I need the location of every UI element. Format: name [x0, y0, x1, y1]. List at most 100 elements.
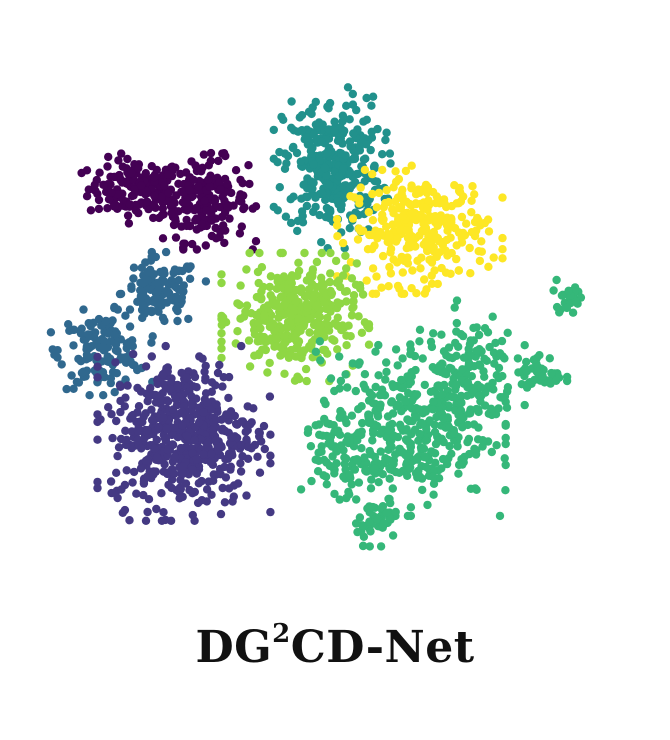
scatter-point-s5-c0 [207, 456, 217, 466]
scatter-point-s4-c0 [282, 324, 292, 333]
scatter-point-s3-c0 [408, 208, 418, 217]
scatter-point-s3-c0 [348, 214, 358, 223]
scatter-point-s4-c0 [307, 338, 317, 347]
scatter-point-s5-c0 [107, 410, 116, 419]
scatter-point-s6-c4 [384, 494, 393, 504]
scatter-point-s5-c0 [121, 426, 130, 435]
scatter-point-s6-c0 [326, 374, 336, 383]
scatter-point-s2-c0 [281, 212, 291, 221]
scatter-point-s6-c1 [464, 358, 474, 368]
scatter-point-s2-c0 [325, 205, 335, 215]
scatter-point-s0-c1 [187, 157, 196, 166]
scatter-point-s6-c0 [413, 455, 422, 464]
scatter-point-s5-c0 [188, 465, 197, 474]
scatter-point-s4-c0 [294, 266, 304, 276]
scatter-point-s6-c1 [454, 342, 463, 351]
scatter-point-s6-c1 [459, 353, 469, 362]
scatter-point-s5-c0 [93, 435, 102, 444]
scatter-point-s5-c0 [220, 426, 230, 436]
scatter-point-s6-c1 [462, 391, 472, 400]
scatter-point-s6-c1 [440, 369, 449, 378]
scatter-point-s6-c2 [562, 372, 572, 382]
scatter-point-s0-c0 [94, 195, 104, 205]
scatter-point-s1-c1 [106, 337, 115, 346]
scatter-point-s4-c0 [275, 303, 284, 312]
scatter-point-s4-c0 [314, 311, 323, 320]
scatter-point-s6-c5 [368, 502, 378, 512]
scatter-point-s5-c0 [143, 426, 152, 435]
scatter-point-s0-c1 [172, 191, 181, 200]
scatter-point-s5-c0 [93, 477, 102, 487]
scatter-point-s6-c0 [439, 437, 448, 447]
scatter-point-s3-c0 [411, 199, 421, 209]
scatter-point-s3-c0 [397, 189, 406, 198]
scatter-point-s2-c0 [348, 89, 357, 99]
scatter-point-s0-c0 [118, 178, 127, 187]
scatter-point-s5-c0 [216, 470, 225, 479]
scatter-point-s5-c0 [173, 433, 183, 442]
scatter-point-s4-c0 [255, 248, 264, 258]
scatter-point-s3-c0 [450, 224, 460, 233]
scatter-point-s0-c1 [212, 234, 221, 243]
scatter-point-s6-c5 [365, 542, 374, 551]
scatter-point-s6-c0 [438, 454, 448, 464]
scatter-point-s3-c0 [430, 266, 439, 275]
scatter-point-s0-c1 [192, 166, 202, 176]
scatter-point-s6-c5 [353, 527, 362, 537]
scatter-point-s2-c0 [321, 171, 331, 180]
scatter-point-s0-c1 [150, 191, 159, 200]
scatter-point-s1-c1 [79, 305, 88, 314]
scatter-point-s6-c0 [460, 452, 469, 462]
scatter-point-s3-c0 [332, 215, 342, 224]
scatter-point-s4-c0 [302, 376, 311, 386]
scatter-point-s3-c0 [498, 245, 507, 254]
scatter-point-s0-c0 [123, 154, 132, 164]
scatter-point-s5-c0 [187, 392, 196, 401]
scatter-point-s6-c0 [388, 409, 398, 418]
scatter-point-s5-c0 [111, 358, 120, 367]
scatter-point-s2-c0 [269, 125, 278, 135]
scatter-point-s6-c0 [419, 444, 429, 453]
scatter-point-s5-c0 [188, 510, 197, 520]
scatter-point-s6-c1 [497, 336, 507, 346]
scatter-point-s6-c1 [433, 366, 442, 376]
scatter-point-s2-c0 [297, 111, 307, 120]
scatter-point-s2-c0 [309, 160, 318, 169]
scatter-point-s6-c1 [500, 392, 510, 401]
scatter-point-s0-c0 [94, 204, 104, 214]
scatter-point-s6-c0 [348, 359, 357, 368]
scatter-point-s4-c0 [300, 248, 309, 258]
scatter-point-s1-c0 [156, 299, 165, 308]
scatter-point-s6-c4 [325, 461, 335, 471]
scatter-point-s1-c0 [174, 285, 184, 294]
scatter-point-s5-c0 [211, 381, 220, 390]
scatter-point-s6-c4 [330, 469, 339, 478]
scatter-point-s6-c0 [492, 441, 501, 450]
scatter-point-s4-c0 [335, 299, 344, 308]
scatter-point-s0-c1 [192, 225, 201, 234]
scatter-point-s3-c0 [368, 216, 378, 225]
scatter-point-s4-c0 [294, 314, 303, 323]
scatter-point-s4-c0 [305, 328, 314, 337]
scatter-point-s6-c0 [368, 391, 377, 400]
scatter-point-s6-c0 [418, 420, 427, 429]
scatter-point-s5-c0 [190, 487, 199, 497]
scatter-point-s5-c0 [158, 370, 168, 379]
scatter-point-s3-c0 [363, 245, 373, 254]
scatter-point-s1-c1 [147, 338, 156, 347]
scatter-point-s1-c0 [129, 274, 138, 283]
scatter-point-s6-c1 [480, 324, 490, 333]
scatter-point-s2-c0 [334, 172, 344, 181]
scatter-point-s0-c0 [160, 181, 169, 190]
scatter-point-s5-c0 [236, 467, 246, 476]
scatter-point-s6-c4 [322, 480, 331, 489]
scatter-point-s5-c0 [160, 380, 169, 389]
scatter-point-s4-c0 [303, 303, 312, 312]
scatter-point-s4-c0 [245, 362, 255, 371]
scatter-point-s5-c0 [187, 400, 196, 409]
scatter-point-s3-c0 [430, 215, 439, 224]
scatter-point-s4-c0 [316, 321, 325, 330]
scatter-point-s1-c0 [170, 265, 180, 274]
scatter-point-s6-c0 [387, 398, 396, 407]
scatter-point-s6-c1 [474, 330, 484, 340]
